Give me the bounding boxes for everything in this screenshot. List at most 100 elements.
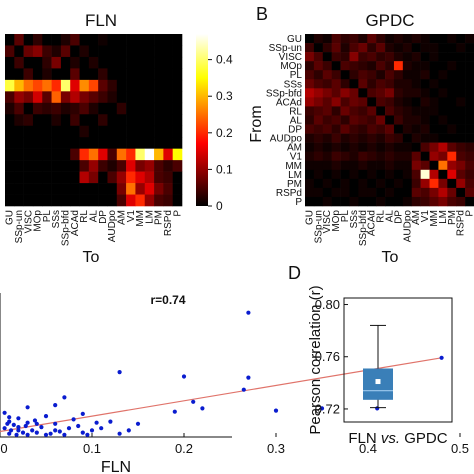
heatmap-cell bbox=[163, 79, 173, 92]
heatmap-cell bbox=[23, 102, 34, 115]
heatmap-cell bbox=[5, 102, 15, 115]
heatmap-cell bbox=[376, 151, 386, 162]
scatter-point bbox=[273, 408, 279, 413]
heatmap-cell bbox=[322, 88, 332, 98]
heatmap-cell bbox=[420, 97, 430, 107]
heatmap-cell bbox=[116, 114, 127, 127]
heatmap-cell bbox=[456, 34, 466, 44]
heatmap-cell bbox=[5, 79, 15, 92]
heatmap-cell bbox=[340, 151, 350, 162]
heatmap-cell bbox=[429, 187, 439, 198]
heatmap-cell bbox=[60, 34, 71, 46]
heatmap-cell bbox=[88, 34, 99, 46]
heatmap-cell bbox=[135, 183, 146, 195]
heatmap-cell bbox=[367, 61, 377, 71]
heatmap-cell bbox=[5, 183, 15, 195]
heatmap-cell bbox=[144, 91, 155, 104]
heatmap-cell bbox=[144, 45, 155, 58]
heatmap-cell bbox=[98, 183, 108, 195]
heatmap-cell bbox=[447, 61, 457, 71]
scatter-point bbox=[76, 423, 81, 429]
heatmap-cell bbox=[393, 79, 404, 89]
heatmap-cell bbox=[23, 79, 34, 92]
heatmap-cell bbox=[163, 34, 173, 46]
heatmap-cell bbox=[144, 114, 155, 127]
heatmap-cell bbox=[393, 34, 404, 44]
heatmap-cell bbox=[14, 45, 24, 58]
heatmap-cell bbox=[70, 160, 80, 172]
heatmap-cell bbox=[88, 137, 99, 149]
x-tick-label: MOp bbox=[33, 210, 44, 232]
heatmap-cell bbox=[376, 70, 386, 80]
heatmap-cell bbox=[70, 91, 80, 104]
heatmap-cell bbox=[98, 68, 108, 81]
heatmap-cell bbox=[367, 70, 377, 80]
heatmap-cell bbox=[32, 148, 43, 161]
heatmap-cell bbox=[367, 88, 377, 98]
heatmap-cell bbox=[385, 196, 395, 207]
heatmap-cell bbox=[393, 97, 404, 107]
heatmap-cell bbox=[51, 148, 62, 161]
heatmap-cell bbox=[98, 91, 108, 104]
heatmap-cell bbox=[163, 148, 173, 161]
heatmap-cell bbox=[456, 160, 466, 171]
heatmap-cell bbox=[172, 171, 183, 184]
scatter-point bbox=[89, 428, 95, 433]
heatmap-cell bbox=[60, 56, 71, 69]
heatmap-cell bbox=[447, 178, 457, 189]
scatter-x-tick-label: 0.5 bbox=[451, 441, 469, 456]
heatmap-cell bbox=[385, 187, 395, 198]
heatmap-cell bbox=[126, 171, 136, 184]
heatmap-cell bbox=[393, 196, 404, 207]
heatmap-cell bbox=[51, 102, 62, 115]
heatmap-cell bbox=[42, 137, 52, 149]
heatmap-cell bbox=[420, 160, 430, 171]
heatmap-cell bbox=[5, 137, 15, 149]
scatter-point bbox=[11, 422, 16, 427]
heatmap-cell bbox=[367, 34, 377, 44]
heatmap-cell bbox=[438, 133, 448, 143]
heatmap-cell bbox=[429, 88, 439, 98]
heatmap-cell bbox=[60, 68, 71, 81]
scatter-point bbox=[117, 370, 122, 375]
heatmap-cell bbox=[98, 160, 108, 172]
heatmap-cell bbox=[126, 79, 136, 92]
heatmap-cell bbox=[340, 187, 350, 198]
scatter-point bbox=[80, 430, 85, 435]
heatmap-cell bbox=[32, 114, 43, 127]
heatmap-cell bbox=[154, 68, 164, 81]
gpdc-x-axis-label: To bbox=[382, 249, 399, 266]
heatmap-cell bbox=[358, 52, 368, 62]
x-tick-label: V1 bbox=[126, 210, 137, 223]
scatter-point bbox=[53, 428, 58, 433]
heatmap-cell bbox=[51, 91, 62, 104]
heatmap-cell bbox=[107, 183, 118, 195]
heatmap-cell bbox=[340, 88, 350, 98]
heatmap-cell bbox=[305, 178, 315, 189]
heatmap-cell bbox=[358, 133, 368, 143]
y-tick-label: AUDpo bbox=[270, 134, 303, 145]
heatmap-cell bbox=[5, 194, 15, 207]
heatmap-cell bbox=[447, 133, 457, 143]
heatmap-cell bbox=[88, 148, 99, 161]
scatter-point bbox=[53, 403, 58, 408]
heatmap-cell bbox=[107, 68, 118, 81]
heatmap-cell bbox=[393, 52, 404, 62]
heatmap-cell bbox=[32, 34, 43, 46]
scatter-point bbox=[23, 423, 28, 429]
x-tick-label: V1 bbox=[420, 210, 431, 223]
heatmap-cell bbox=[376, 160, 386, 171]
heatmap-cell bbox=[23, 171, 34, 184]
heatmap-cell bbox=[42, 68, 52, 81]
heatmap-cell bbox=[126, 56, 136, 69]
heatmap-cell bbox=[98, 171, 108, 184]
heatmap-cell bbox=[322, 70, 332, 80]
heatmap-cell bbox=[429, 97, 439, 107]
heatmap-cell bbox=[402, 43, 413, 53]
heatmap-cell bbox=[349, 196, 359, 207]
heatmap-cell bbox=[411, 70, 421, 80]
heatmap-cell bbox=[385, 79, 395, 89]
heatmap-cell bbox=[438, 97, 448, 107]
y-tick-label: PM bbox=[287, 179, 302, 190]
heatmap-cell bbox=[313, 187, 324, 198]
